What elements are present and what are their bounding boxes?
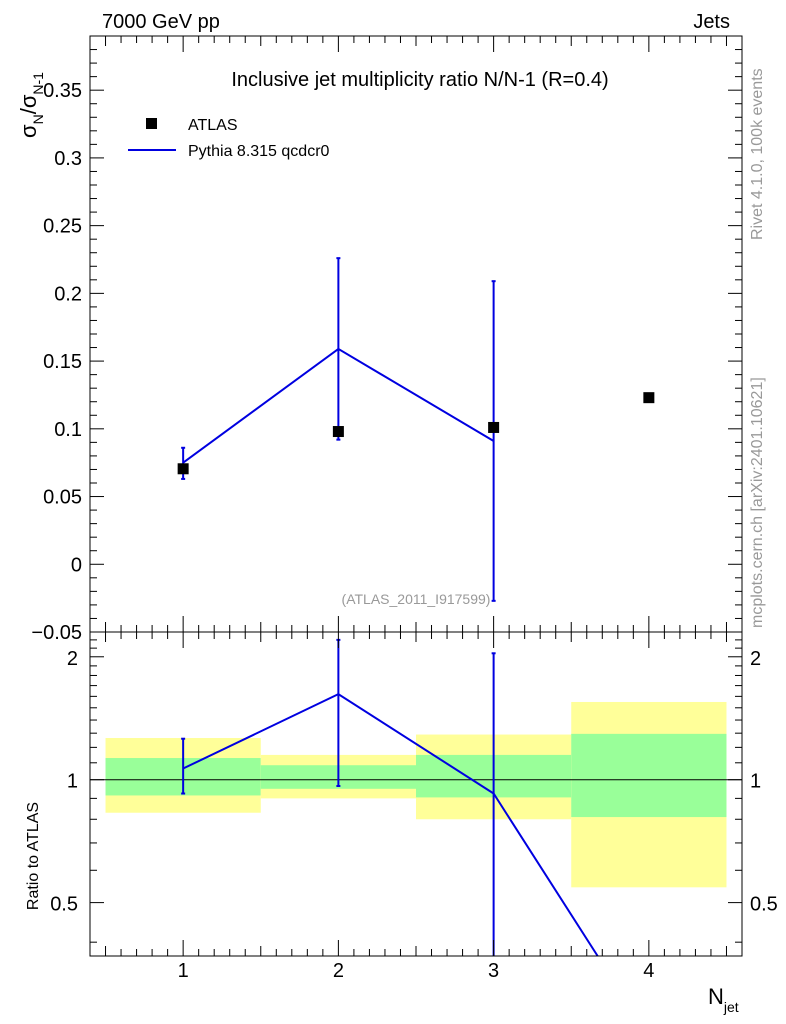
legend-mc-label: Pythia 8.315 qcdcr0 (188, 143, 330, 160)
main-y-tick-label: 0.35 (43, 80, 82, 102)
ratio-y-tick-labels: 0.5 0.5 1 1 2 2 (50, 648, 778, 916)
ratio-marks (90, 638, 742, 957)
ratio-frame (89, 631, 743, 957)
atlas-data-point (643, 392, 655, 404)
ratio-y-label: Ratio to ATLAS (25, 802, 42, 910)
ratio-green-band (571, 733, 727, 818)
mcplots-label: mcplots.cern.ch [arXiv:2401.10621] (749, 377, 766, 628)
ratio-y-tick-label: 1 (67, 771, 78, 793)
header-right: Jets (693, 11, 730, 33)
mc-line (182, 347, 495, 464)
legend: ATLAS Pythia 8.315 qcdcr0 (128, 117, 330, 160)
header-left: 7000 GeV pp (102, 11, 220, 33)
ylabel-sub-n: N (30, 114, 46, 124)
x-tick-labels: 1 2 3 4 (178, 960, 655, 982)
ratio-y-tick-label-right: 1 (750, 771, 761, 793)
ratio-y-tick-label-right: 2 (750, 648, 761, 670)
main-axis-ticks (90, 36, 742, 633)
ylabel-sigma-den: σ (16, 94, 41, 108)
chart-title: Inclusive jet multiplicity ratio N/N-1 (… (231, 69, 608, 91)
x-tick-label: 4 (643, 960, 654, 982)
main-y-tick-label: −0.05 (31, 622, 82, 644)
ratio-bands (105, 701, 727, 888)
main-y-tick-label: 0.05 (43, 487, 82, 509)
atlas-data-point (332, 426, 344, 438)
x-tick-label: 1 (178, 960, 189, 982)
main-y-tick-label: 0.3 (54, 148, 82, 170)
ratio-axis-ticks (90, 632, 742, 956)
x-tick-label: 2 (333, 960, 344, 982)
main-y-tick-label: 0.1 (54, 419, 82, 441)
svg-text:σN/σN-1: σN/σN-1 (16, 72, 46, 138)
main-panel: −0.05 0 0.05 0.1 0.15 0.2 0.25 0.3 0.35 Inclusiv… (16, 35, 743, 644)
main-y-tick-labels: −0.05 0 0.05 0.1 0.15 0.2 0.25 0.3 0.35 (31, 80, 82, 644)
ylabel-sub-n1: N-1 (30, 72, 46, 95)
main-y-tick-label: 0.15 (43, 351, 82, 373)
ratio-y-tick-label-right: 0.5 (750, 894, 778, 916)
rivet-label: Rivet 4.1.0, 100k events (749, 68, 766, 240)
main-y-label: σN/σN-1 (16, 72, 46, 138)
ratio-panel: 0.5 0.5 1 1 2 2 1 2 3 4 Ratio to ATLAS Njet (25, 631, 778, 1015)
ratio-y-tick-label: 2 (67, 648, 78, 670)
main-y-tick-label: 0 (71, 554, 82, 576)
analysis-watermark: (ATLAS_2011_I917599) (342, 591, 491, 607)
main-y-tick-label: 0.25 (43, 216, 82, 238)
x-tick-label: 3 (488, 960, 499, 982)
legend-atlas-label: ATLAS (188, 117, 238, 134)
atlas-data-point (177, 463, 189, 475)
atlas-data-point (488, 421, 500, 433)
x-axis-label: Njet (708, 984, 739, 1015)
ylabel-sigma: σ (16, 124, 41, 138)
ratio-y-tick-label: 0.5 (50, 894, 78, 916)
ratio-mc-line (182, 693, 599, 957)
legend-atlas-marker (146, 118, 157, 129)
main-marks (177, 257, 655, 602)
main-y-tick-label: 0.2 (54, 283, 82, 305)
